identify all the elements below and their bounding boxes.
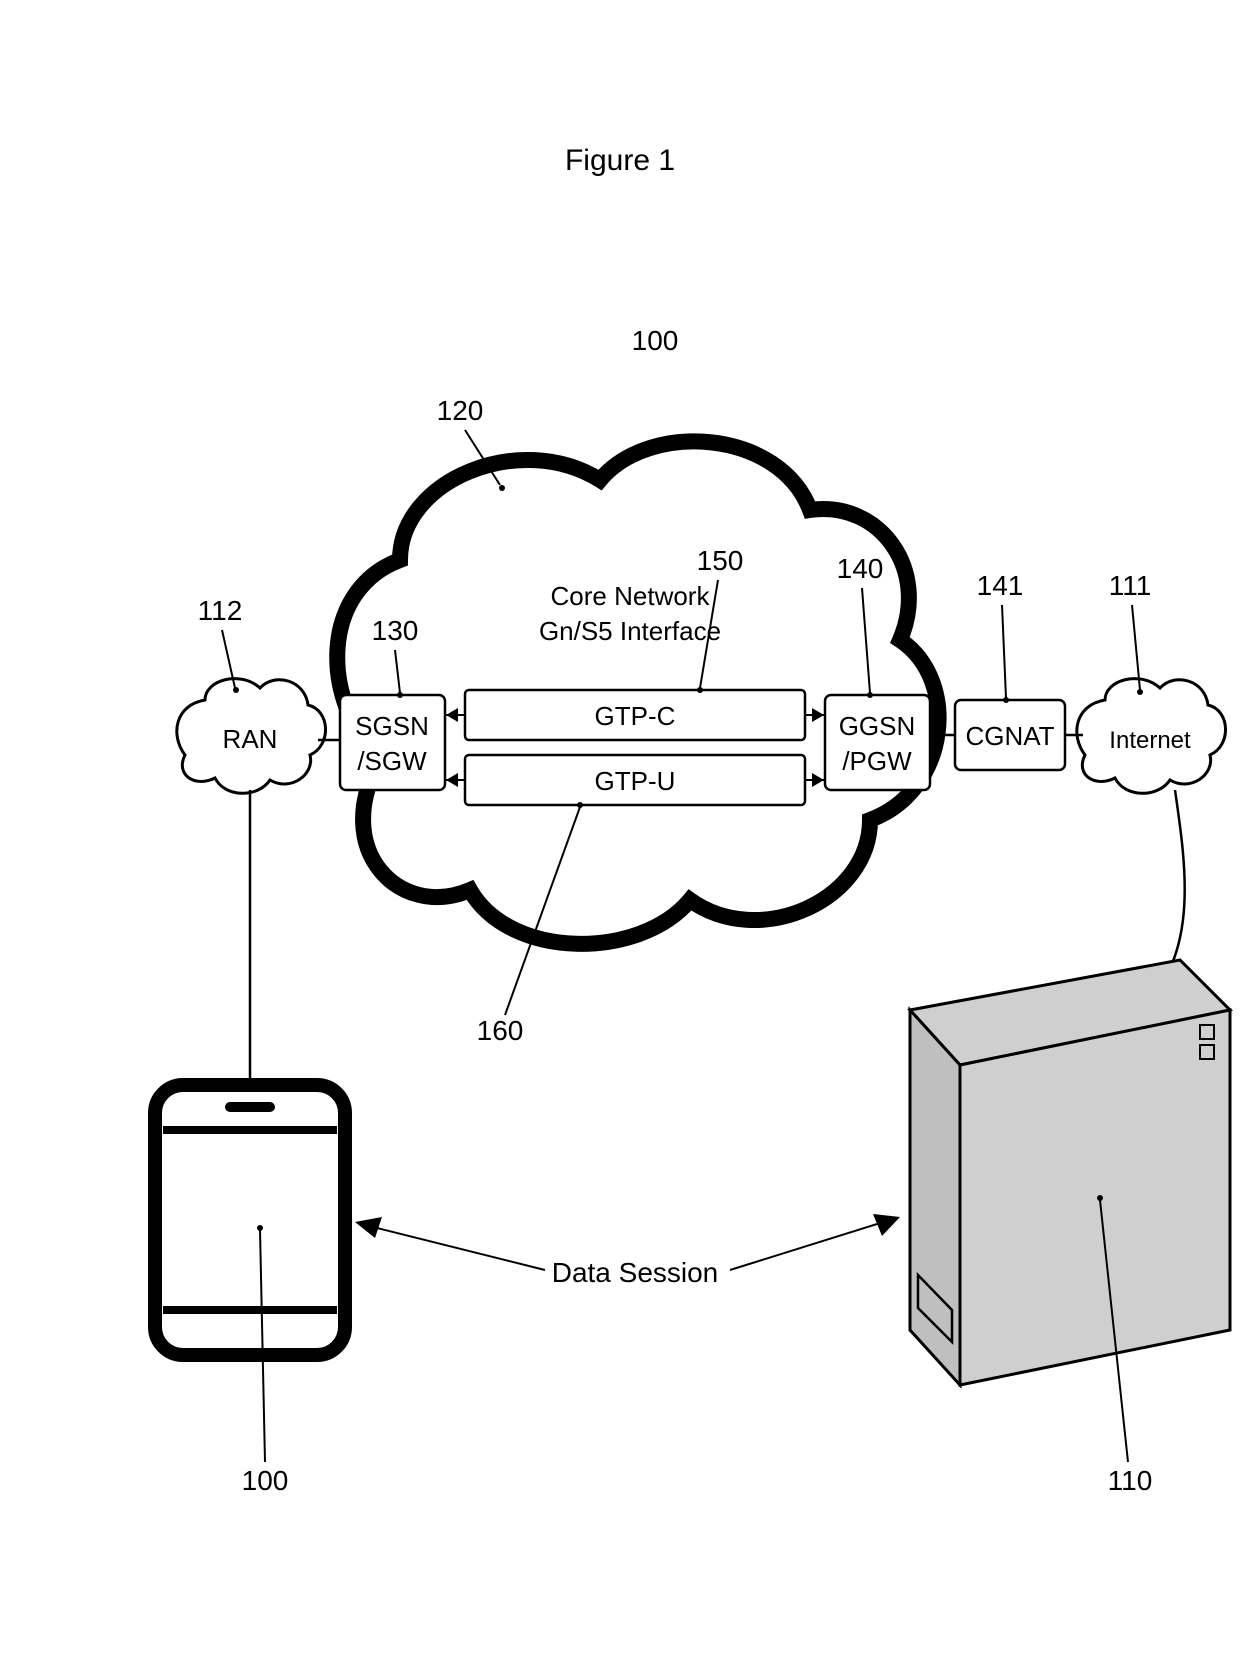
gtp-c-label: GTP-C xyxy=(595,701,676,731)
sgsn-label-2: /SGW xyxy=(357,746,427,776)
sgsn-ref: 130 xyxy=(372,615,419,646)
ggsn-label-1: GGSN xyxy=(839,711,916,741)
core-network-label-1: Core Network xyxy=(551,581,711,611)
server-ref: 110 xyxy=(1108,1465,1153,1496)
gtpc-ref: 150 xyxy=(697,545,744,576)
ran-label: RAN xyxy=(223,724,278,754)
core-network-label-2: Gn/S5 Interface xyxy=(539,616,721,646)
ggsn-ref: 140 xyxy=(837,553,884,584)
sgsn-label-1: SGSN xyxy=(355,711,429,741)
phone-icon xyxy=(155,790,345,1355)
server-icon xyxy=(910,790,1230,1385)
cgnat-box: CGNAT xyxy=(955,700,1065,770)
sgsn-sgw-box: SGSN /SGW xyxy=(340,695,445,790)
gtpu-ref: 160 xyxy=(477,1015,524,1046)
ggsn-pgw-box: GGSN /PGW xyxy=(825,695,930,790)
data-session-arrow: Data Session xyxy=(355,1214,900,1288)
cgnat-ref: 141 xyxy=(977,570,1024,601)
data-session-label: Data Session xyxy=(552,1257,719,1288)
phone-ref: 100 xyxy=(242,1465,289,1496)
gtp-c-bar: GTP-C xyxy=(446,690,824,740)
internet-ref: 111 xyxy=(1109,570,1152,601)
figure-title: Figure 1 xyxy=(565,144,675,177)
cloud-ref: 120 xyxy=(437,395,484,426)
system-ref: 100 xyxy=(632,325,679,356)
ran-ref: 112 xyxy=(198,595,243,626)
gtp-u-bar: GTP-U xyxy=(446,755,824,805)
internet-label: Internet xyxy=(1109,727,1191,754)
cgnat-label: CGNAT xyxy=(965,721,1054,751)
gtp-u-label: GTP-U xyxy=(595,766,676,796)
ran-cloud: RAN xyxy=(177,679,326,794)
ggsn-label-2: /PGW xyxy=(842,746,912,776)
internet-cloud: Internet xyxy=(1077,679,1226,794)
